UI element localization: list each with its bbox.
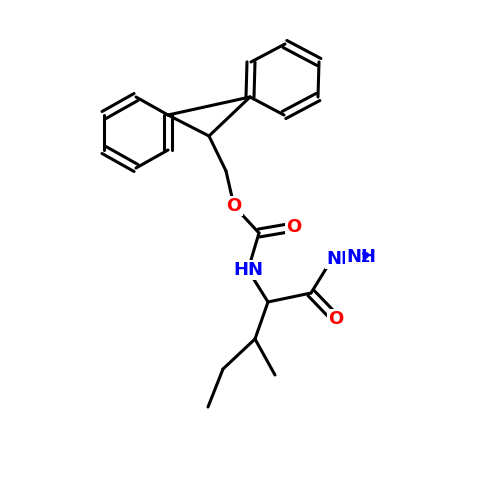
Text: 2: 2 bbox=[361, 252, 370, 266]
Text: NH: NH bbox=[346, 248, 376, 266]
Text: O: O bbox=[286, 218, 302, 236]
Text: O: O bbox=[328, 310, 344, 328]
Text: O: O bbox=[226, 197, 242, 215]
Text: HN: HN bbox=[233, 261, 263, 279]
Text: NH: NH bbox=[326, 250, 356, 268]
